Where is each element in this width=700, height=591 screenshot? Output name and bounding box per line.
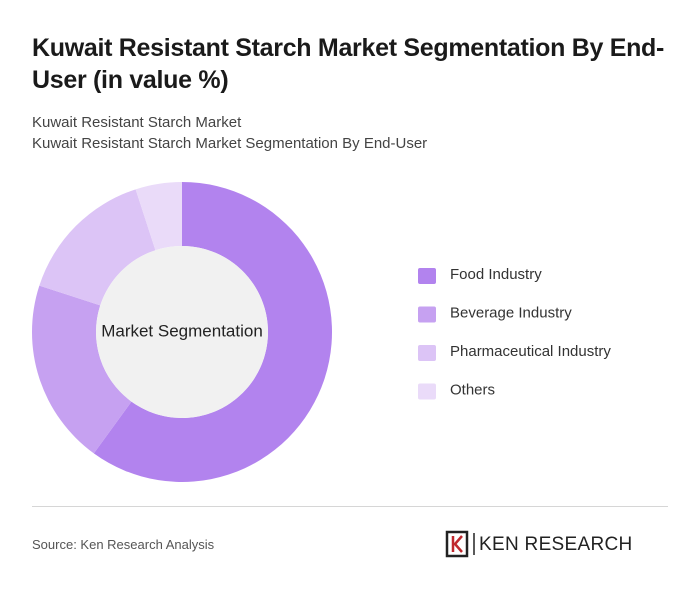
legend-swatch [418,268,436,284]
divider [32,506,668,507]
center-label: Market Segmentation [101,321,263,340]
legend-label: Pharmaceutical Industry [450,343,611,360]
legend-label: Others [450,381,495,398]
chart-title: Kuwait Resistant Starch Market Segmentat… [32,34,665,94]
legend-label: Food Industry [450,266,542,283]
logo-text: KEN RESEARCH [479,534,633,555]
donut-hole [96,246,268,418]
subtitle: Kuwait Resistant Starch Market Segmentat… [32,135,428,152]
logo-icon [451,535,463,553]
legend-label: Beverage Industry [450,304,572,321]
donut-segment [93,182,332,482]
logo: KEN RESEARCH [445,530,633,558]
donut-segment [39,189,156,306]
subtitle: Kuwait Resistant Starch Market [32,114,242,131]
legend-swatch [418,306,436,323]
donut-segment [135,182,182,251]
legend-swatch [418,383,436,400]
logo-icon [445,530,469,558]
legend-swatch [418,345,436,361]
donut-segment [32,285,132,454]
source: Source: Ken Research Analysis [32,537,215,552]
